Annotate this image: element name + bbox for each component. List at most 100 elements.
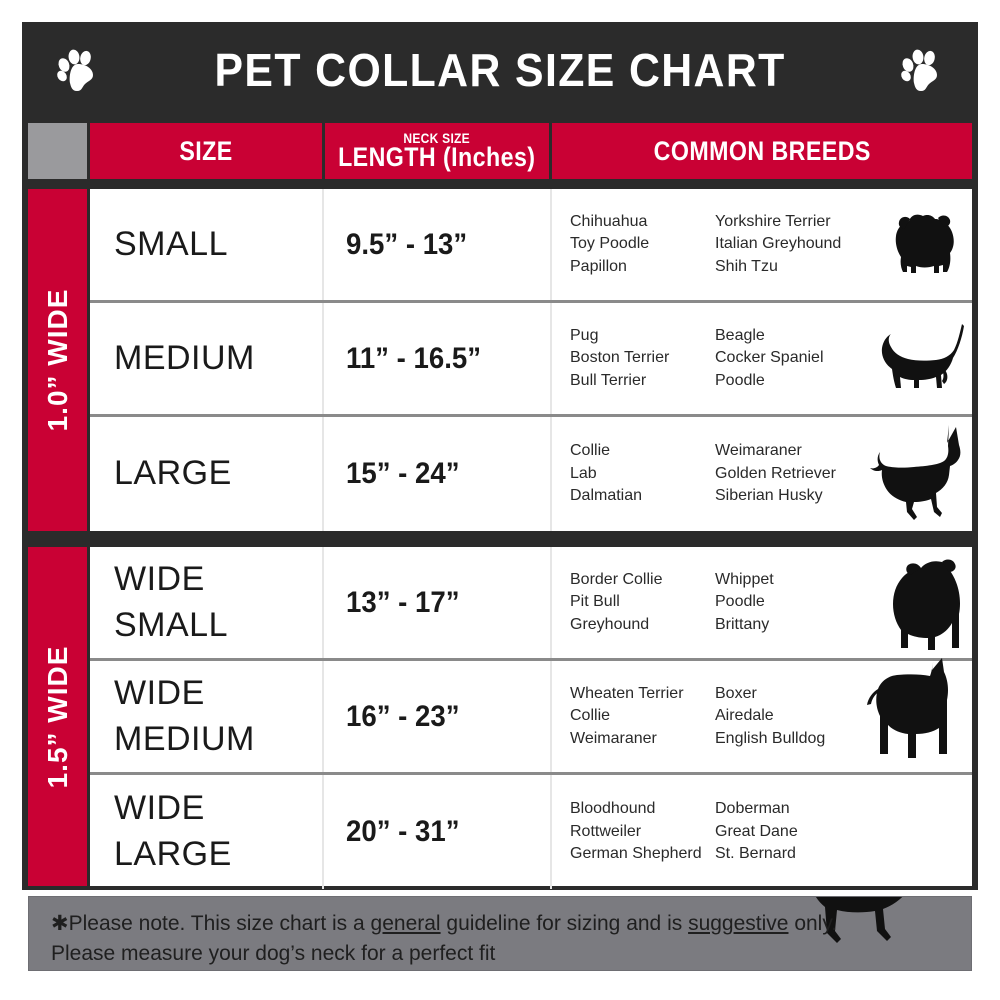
table-row[interactable]: MEDIUM 11” - 16.5” Pug Boston Terrier Bu…	[90, 303, 972, 417]
table-row[interactable]: WIDE MEDIUM 16” - 23” Wheaten Terrier Co…	[90, 656, 972, 775]
breed-item: Whippet	[715, 570, 774, 588]
footer-note: ✱Please note. This size chart is a gener…	[28, 896, 972, 971]
breed-item: Border Collie	[570, 570, 663, 588]
small-fluffy-dog-silhouette-icon	[886, 210, 964, 284]
cell-length: 13” - 17”	[324, 547, 552, 658]
length-value: 9.5” - 13”	[346, 227, 468, 261]
size-label: WIDE	[114, 789, 205, 828]
breed-list-column-1: Wheaten Terrier Collie Weimaraner	[570, 682, 684, 750]
footer-note-underline-general: general	[370, 912, 441, 935]
size-label: LARGE	[114, 454, 232, 493]
size-label: MEDIUM	[114, 338, 255, 377]
page-title: PET COLLAR SIZE CHART	[214, 43, 786, 96]
column-header-size: SIZE	[90, 123, 322, 179]
breed-item: Weimaraner	[715, 441, 802, 459]
breed-item: Doberman	[715, 799, 790, 817]
breed-item: Bloodhound	[570, 799, 656, 817]
breed-item: Shih Tzu	[715, 257, 778, 275]
breed-item: Golden Retriever	[715, 464, 836, 482]
breed-list-column-2: Boxer Airedale English Bulldog	[715, 682, 825, 750]
length-value: 16” - 23”	[346, 699, 460, 733]
breed-item: Lab	[570, 464, 597, 482]
breed-item: Poodle	[715, 371, 765, 389]
breed-item: English Bulldog	[715, 729, 826, 747]
group-label-1-inch: 1.0” WIDE	[28, 189, 87, 531]
breed-list-column-2: Beagle Cocker Spaniel Poodle	[715, 324, 824, 392]
table-row[interactable]: WIDE SMALL 13” - 17” Border Collie Pit B…	[90, 547, 972, 661]
paw-print-icon	[898, 48, 946, 92]
column-header-breeds-label: COMMON BREEDS	[653, 135, 871, 166]
cell-size: WIDE SMALL	[90, 547, 324, 658]
cell-length: 20” - 31”	[324, 775, 552, 889]
cell-length: 9.5” - 13”	[324, 189, 552, 300]
size-group-1-inch: 1.0” WIDE SMALL 9.5” - 13” Chihuahua Toy…	[22, 185, 978, 535]
table-column-headers: SIZE NECK SIZE LENGTH (Inches) COMMON BR…	[22, 117, 978, 185]
breed-item: Papillon	[570, 257, 627, 275]
footer-note-text: ✱Please note. This size chart is a gener…	[51, 909, 961, 970]
cell-size: WIDE LARGE	[90, 775, 324, 889]
breed-item: Beagle	[715, 326, 765, 344]
breed-list-column-1: Bloodhound Rottweiler German Shepherd	[570, 798, 702, 866]
breed-item: Yorkshire Terrier	[715, 212, 831, 230]
breed-item: St. Bernard	[715, 845, 796, 863]
table-row[interactable]: WIDE LARGE 20” - 31” Bloodhound Rottweil…	[90, 775, 972, 889]
column-header-breeds: COMMON BREEDS	[552, 123, 972, 179]
footer-note-line-1: ✱Please note. This size chart is a gener…	[51, 909, 961, 939]
cell-length: 16” - 23”	[324, 661, 552, 772]
cell-breeds: Pug Boston Terrier Bull Terrier Beagle C…	[552, 303, 972, 414]
breed-item: Weimaraner	[570, 729, 657, 747]
breed-item: Rottweiler	[570, 822, 642, 840]
breed-item: Bull Terrier	[570, 371, 647, 389]
bulldog-silhouette-icon	[872, 556, 968, 656]
breed-item: Airedale	[715, 707, 774, 725]
column-header-length-label: LENGTH (Inches)	[338, 141, 536, 172]
size-group-1-5-inch: 1.5” WIDE WIDE SMALL 13” - 17” Border Co…	[22, 543, 978, 890]
breed-item: Cocker Spaniel	[715, 349, 824, 367]
size-label-line2: LARGE	[114, 835, 232, 873]
column-header-size-label: SIZE	[179, 135, 233, 166]
breed-list-column-2: Doberman Great Dane St. Bernard	[715, 798, 798, 866]
breed-item: Boston Terrier	[570, 349, 670, 367]
breed-item: Toy Poodle	[570, 235, 650, 253]
breed-item: Italian Greyhound	[715, 235, 842, 253]
column-header-length: NECK SIZE LENGTH (Inches)	[325, 123, 549, 179]
breed-item: Great Dane	[715, 822, 798, 840]
breed-item: Wheaten Terrier	[570, 684, 684, 702]
size-label: WIDE	[114, 673, 205, 712]
cell-size: LARGE	[90, 417, 324, 531]
table-row[interactable]: SMALL 9.5” - 13” Chihuahua Toy Poodle Pa…	[90, 189, 972, 303]
size-label-line2: MEDIUM	[114, 719, 255, 758]
group-1-rows: SMALL 9.5” - 13” Chihuahua Toy Poodle Pa…	[90, 189, 972, 531]
cell-length: 15” - 24”	[324, 417, 552, 531]
chart-header: PET COLLAR SIZE CHART	[22, 22, 978, 117]
footer-note-line-2: Please measure your dog’s neck for a per…	[51, 942, 496, 966]
length-value: 11” - 16.5”	[346, 341, 482, 375]
breed-item: Brittany	[715, 615, 770, 633]
breed-item: Chihuahua	[570, 212, 648, 230]
breed-list-column-1: Pug Boston Terrier Bull Terrier	[570, 324, 669, 392]
breed-list-column-1: Chihuahua Toy Poodle Papillon	[570, 210, 649, 278]
cell-size: MEDIUM	[90, 303, 324, 414]
footer-note-underline-suggestive: suggestive	[688, 912, 789, 935]
breed-item: Siberian Husky	[715, 487, 823, 505]
breed-item: Pit Bull	[570, 593, 620, 611]
medium-dog-silhouette-icon	[874, 320, 970, 402]
breed-list-column-2: Whippet Poodle Brittany	[715, 568, 774, 636]
table-body: 1.0” WIDE SMALL 9.5” - 13” Chihuahua Toy…	[22, 185, 978, 890]
paw-print-icon	[54, 48, 102, 92]
cell-size: SMALL	[90, 189, 324, 300]
cell-breeds: Collie Lab Dalmatian Weimaraner Golden R…	[552, 417, 972, 531]
length-value: 15” - 24”	[346, 457, 460, 490]
size-label: WIDE	[114, 559, 205, 598]
cell-breeds: Border Collie Pit Bull Greyhound Whippet…	[552, 547, 972, 658]
cell-breeds: Chihuahua Toy Poodle Papillon Yorkshire …	[552, 189, 972, 300]
footer-note-part-3: only.	[788, 912, 838, 935]
column-header-length-sublabel: NECK SIZE	[403, 129, 471, 146]
size-label-line2: SMALL	[114, 605, 228, 644]
large-dog-silhouette-icon	[864, 423, 972, 527]
table-row[interactable]: LARGE 15” - 24” Collie Lab Dalmatian Wei…	[90, 417, 972, 531]
breed-item: Greyhound	[570, 615, 650, 633]
breed-item: Poodle	[715, 593, 765, 611]
breed-item: German Shepherd	[570, 845, 702, 863]
cell-breeds: Bloodhound Rottweiler German Shepherd Do…	[552, 775, 972, 889]
